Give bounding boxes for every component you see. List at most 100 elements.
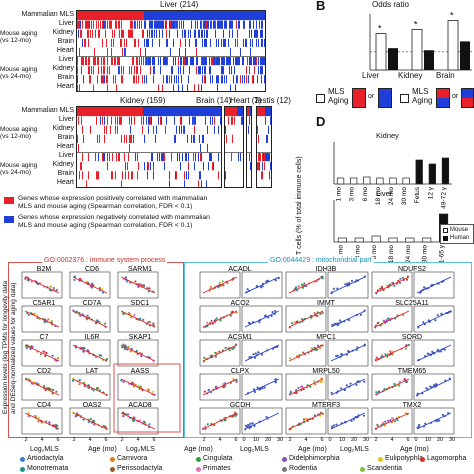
scatter-point [82,381,85,384]
or-legend-mls-2: MLS [412,87,429,96]
heatmap-cell [218,153,219,162]
mito-gene-title: TMEM65 [398,368,427,375]
heatmap-cell [182,153,183,162]
heatmap-cell [200,153,201,162]
heatmap-cell [188,162,189,171]
heatmap-cell [82,20,83,29]
legend-swatch-positive [4,197,14,204]
heatmap-cell [107,57,108,66]
heatmap-cell-mls-negative [265,107,271,117]
heatmap-cell [187,57,188,66]
immune-gene-title: OAS2 [83,402,102,409]
scatter-point [257,351,260,354]
heatmap-cell [225,20,226,29]
heatmap-cell [146,38,147,47]
scatter-point [309,385,312,388]
heatmap-cell [183,66,184,75]
heatmap-cell [234,66,235,75]
scatter-point [98,286,101,290]
x-tick-mls: 2 [288,437,291,443]
species-dot [20,457,25,462]
go-mito-title: GO:0044429 : mitochondrial part [268,257,374,264]
heatmap-cell [160,66,161,75]
heatmap-cell [262,153,263,162]
scatter-point [436,348,439,351]
heatmap-cell [223,66,224,75]
scatter-point [248,322,251,325]
heatmap-cell [232,29,233,38]
heatmap-cell [228,116,229,125]
heatmap-cell [91,66,92,75]
xlabel-age-1: Age (mo) [88,446,117,453]
heatmap-cell [131,134,132,143]
legend-negative-line1: Genes whose expression negatively correl… [18,214,210,221]
heatmap-cell [137,66,138,75]
heatmap-cell [200,171,201,180]
scatter-point [438,419,441,422]
heatmap-cell [112,153,113,162]
scatter-point [316,344,320,347]
scatter-point [37,420,40,423]
heatmap-cell-mls-positive [77,11,144,21]
heatmap-cell [204,57,205,66]
heatmap-cell [179,20,180,29]
heatmap-cell [143,116,144,125]
heatmap-cell [154,57,155,66]
heatmap-cell [202,75,203,84]
heatmap-cell [199,134,200,143]
heatmap-cell [240,153,241,162]
heatmap-cell [264,57,265,66]
row-label-brain-12: Brain [57,38,74,45]
or-legend-split-1 [436,88,450,108]
heatmap-cell [96,20,97,29]
scatter-point [215,317,218,320]
heatmap-cell [264,75,265,84]
heatmap-cell [262,162,263,171]
scatter-point [127,413,130,416]
scatter-frame [117,339,159,367]
heatmap-cell [132,57,133,66]
heatmap-cell [104,66,105,75]
heatmap-cell [138,162,139,171]
scatter-point [45,420,48,423]
heatmap-cell [79,47,80,57]
row-label-heart-12-2: Heart [56,143,74,150]
heatmap-cell [159,38,160,47]
heatmap-cell [180,38,181,47]
heatmap-cell [199,171,200,180]
heatmap-cell [100,116,101,125]
scatter-point [291,322,294,325]
heatmap-cell [106,75,107,84]
heatmap-cell [203,57,204,66]
heatmap-cell [206,20,207,29]
legend-human-swatch [443,236,448,241]
heatmap-cell [166,116,167,125]
heatmap-cell [111,47,112,57]
heatmap-cell [103,75,104,84]
heatmap-cell [122,75,123,84]
trend-line [202,412,238,430]
heatmap-cell [224,20,225,29]
heatmap-cell [246,75,247,84]
scatter-point [233,411,237,414]
heatmap-cell [185,29,186,38]
trend-line [120,378,156,396]
heatmap-cell [148,162,149,171]
heatmap-cell [85,20,86,29]
mito-gene-title: CLPX [231,368,250,375]
heatmap-cell [116,20,117,29]
heatmap-cell [270,162,271,171]
heatmap-cell [248,75,249,84]
scatter-point [52,388,55,391]
mito-gene-title: TMX2 [403,402,422,409]
or-bar-aging [460,41,470,70]
heatmap-cell [176,171,177,180]
scatter-point [204,425,207,428]
heatmap-cell [145,20,146,29]
trend-line [72,310,108,328]
heatmap-cell [77,20,78,29]
heatmap-cell [237,38,238,47]
scatter-point [83,385,87,388]
scatter-point [359,313,363,316]
heatmap-cell [143,57,144,66]
